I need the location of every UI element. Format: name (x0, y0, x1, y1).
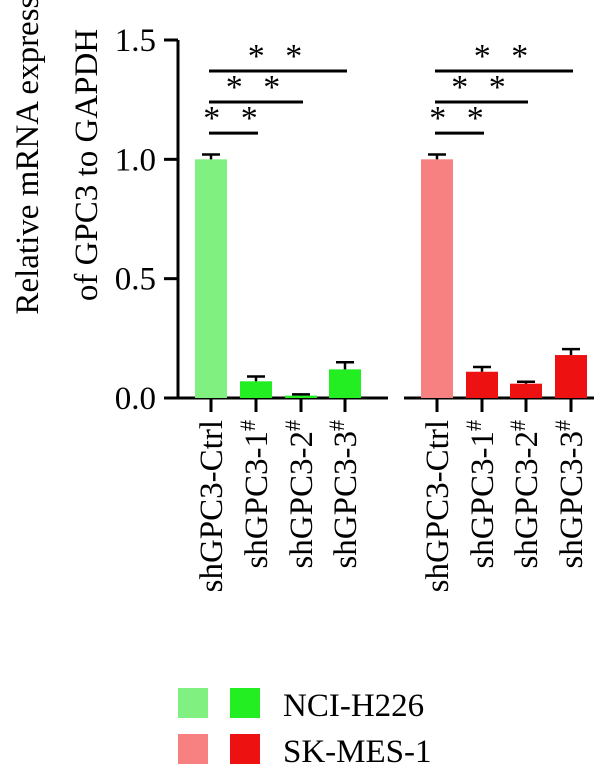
x-tick-label-superscript: # (324, 420, 349, 431)
legend-swatch-knockdown (230, 688, 260, 718)
x-tick-label: shGPC3-2# (505, 420, 545, 569)
bar (510, 383, 542, 398)
bar (421, 159, 453, 398)
bar (466, 371, 498, 398)
legend-swatch-control (178, 734, 208, 764)
y-tick-label: 1.5 (115, 23, 156, 59)
x-tick-label-superscript: # (461, 420, 486, 431)
significance-label: * * (429, 100, 490, 137)
bar (555, 355, 587, 398)
bars (195, 153, 587, 398)
y-tick-label: 1.0 (115, 142, 156, 178)
legend-swatch-control (178, 688, 208, 718)
significance-brackets: * ** ** ** ** ** * (203, 38, 573, 137)
legend: NCI-H226 SK-MES-1 (178, 688, 432, 770)
significance-label: * * (226, 69, 287, 106)
x-tick-label: shGPC3-3# (324, 420, 364, 569)
y-axis-label-line-2: of GPC3 to GAPDH (69, 29, 105, 301)
x-tick-label-superscript: # (235, 420, 260, 431)
significance-label: * * (451, 69, 512, 106)
x-tick-label: shGPC3-2# (280, 420, 320, 569)
x-tick-label: shGPC3-Ctrl (420, 420, 456, 592)
x-tick-label-superscript: # (550, 420, 575, 431)
y-axis-label: Relative mRNA expression of GPC3 to GAPD… (10, 0, 105, 315)
bar (285, 395, 317, 398)
bar (329, 369, 361, 398)
y-tick-label: 0.0 (115, 381, 156, 417)
x-tick-label: shGPC3-1# (235, 420, 275, 569)
axes: 0.0 0.5 1.0 1.5 (115, 23, 594, 417)
x-tick-label-superscript: # (280, 420, 305, 431)
x-tick-labels: shGPC3-Ctrl shGPC3-1#shGPC3-2#shGPC3-3# sh… (194, 420, 590, 592)
y-axis-label-line-1: Relative mRNA expression (10, 0, 46, 315)
legend-label: NCI-H226 (283, 688, 424, 724)
significance-label: * * (248, 38, 309, 75)
x-tick-label-superscript: # (505, 420, 530, 431)
legend-label: SK-MES-1 (283, 734, 432, 770)
x-tick-label: shGPC3-1# (461, 420, 501, 569)
x-tick-label: shGPC3-3# (550, 420, 590, 569)
x-tick-label: shGPC3-Ctrl (194, 420, 230, 592)
significance-label: * * (203, 100, 264, 137)
significance-label: * * (474, 38, 535, 75)
legend-swatch-knockdown (230, 734, 260, 764)
y-tick-label: 0.5 (115, 262, 156, 298)
bar (195, 159, 227, 398)
bar (240, 381, 272, 398)
